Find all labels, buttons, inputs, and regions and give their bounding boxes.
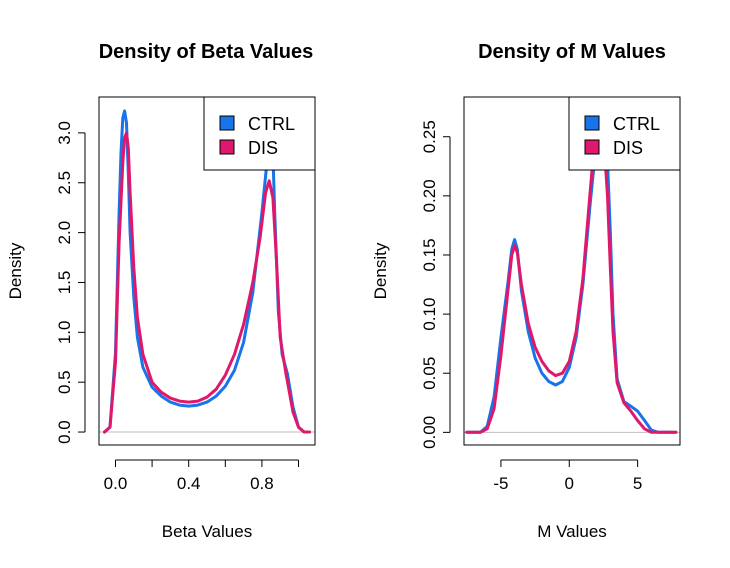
legend-box	[568, 96, 681, 171]
x-axis: 0.0 0.4 0.8 Beta Values	[104, 459, 300, 541]
y-tick-label: 0.5	[55, 370, 74, 394]
chart-title: Density of M Values	[478, 41, 666, 63]
legend-label-dis: DIS	[248, 138, 278, 158]
x-tick-label: 0.8	[250, 474, 274, 493]
y-tick-label: 0.20	[420, 179, 439, 212]
y-tick-label: 1.0	[55, 321, 74, 345]
y-tick-label: 2.5	[55, 171, 74, 195]
x-axis-label: M Values	[537, 522, 607, 541]
y-tick-label: 0.10	[420, 298, 439, 331]
y-axis: 0.00 0.05 0.10 0.15 0.20 0.25 Density	[371, 120, 451, 449]
series-line-dis	[103, 131, 311, 434]
series-line-dis	[465, 125, 678, 434]
x-tick-label: 0	[565, 474, 574, 493]
x-tick-label: 5	[633, 474, 642, 493]
y-tick-label: 0.05	[420, 357, 439, 390]
legend-swatch-dis	[584, 139, 600, 155]
x-tick-label: -5	[493, 474, 508, 493]
y-tick-label: 0.00	[420, 416, 439, 449]
x-axis-label: Beta Values	[162, 522, 252, 541]
legend-box	[203, 96, 316, 171]
x-tick-label: 0.4	[177, 474, 201, 493]
legend: CTRL DIS	[203, 96, 316, 171]
y-tick-label: 2.0	[55, 221, 74, 245]
legend-label-ctrl: CTRL	[613, 114, 660, 134]
panel-2: Density of M Values-5 0 5M Values0.000.050…	[371, 41, 681, 541]
y-tick-label: 0.25	[420, 120, 439, 153]
y-axis-label: Density	[371, 242, 390, 299]
legend-label-ctrl: CTRL	[248, 114, 295, 134]
x-axis: -5 0 5 M Values	[493, 459, 642, 541]
y-axis-label: Density	[6, 242, 25, 299]
legend: CTRL DIS	[568, 96, 681, 171]
x-tick-label: 0.0	[104, 474, 128, 493]
y-tick-label: 1.5	[55, 271, 74, 295]
y-tick-label: 0.15	[420, 238, 439, 271]
chart-title: Density of Beta Values	[99, 41, 314, 63]
y-tick-label: 3.0	[55, 121, 74, 145]
legend-swatch-ctrl	[219, 115, 235, 131]
y-axis: 0.0 0.5 1.0 1.5 2.0 2.5 3.0 Density	[6, 121, 86, 444]
legend-swatch-dis	[219, 139, 235, 155]
panel-1: Density of Beta Values 0.0 0.4 0.8 Beta Valu…	[6, 41, 316, 541]
legend-label-dis: DIS	[613, 138, 643, 158]
legend-swatch-ctrl	[584, 115, 600, 131]
y-tick-label: 0.0	[55, 420, 74, 444]
